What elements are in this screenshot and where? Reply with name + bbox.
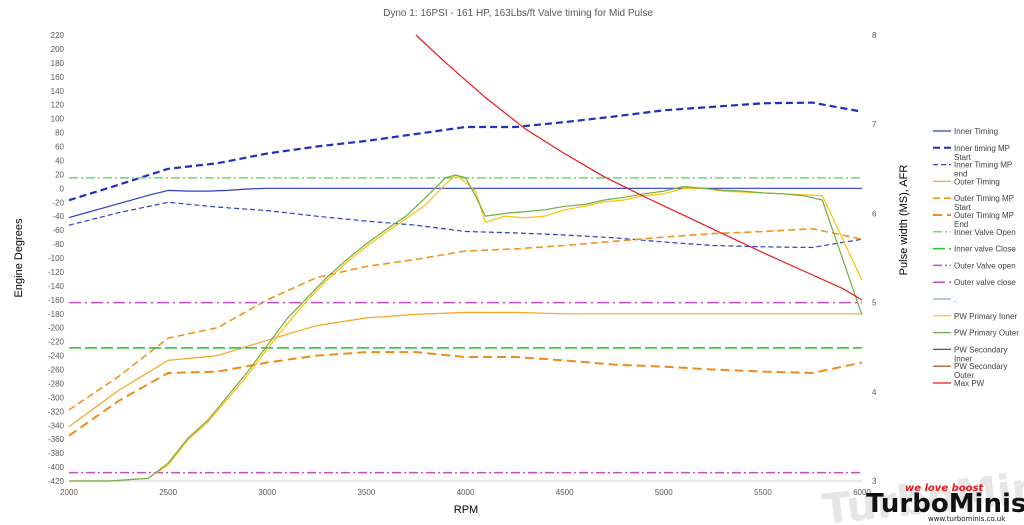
y-tick-label: -420: [48, 477, 65, 486]
y2-tick-label: 7: [872, 120, 877, 129]
y-tick-label: 120: [51, 101, 65, 110]
y-tick-label: 160: [51, 73, 65, 82]
y-tick-label: -300: [48, 393, 65, 402]
legend-label-14: PW Secondary Outer: [954, 362, 1007, 380]
y-tick-label: 20: [55, 170, 64, 179]
y-tick-label: -360: [48, 435, 65, 444]
legend-label-8: Outer Valve open: [954, 261, 1016, 270]
y-tick-label: -400: [48, 463, 65, 472]
series-line-0: [68, 187, 862, 219]
y-tick-label: -180: [48, 310, 65, 319]
y-tick-label: -40: [52, 212, 64, 221]
series-line-4: [68, 227, 863, 411]
y-tick-label: -20: [52, 198, 64, 207]
chart-title: Dyno 1: 16PSI - 161 HP, 163Lbs/ft Valve …: [383, 8, 653, 19]
x-tick-label: 3500: [357, 488, 375, 497]
series-line-5: [68, 351, 863, 437]
logo-url: www.turbominis.co.uk: [928, 515, 1006, 523]
legend-label-9: Outer valve close: [954, 278, 1016, 287]
y-tick-label: 200: [51, 45, 65, 54]
legend-label-11: PW Primary Inner: [954, 312, 1017, 321]
series-line-12: [69, 174, 863, 482]
x-tick-label: 4500: [556, 488, 574, 497]
y-tick-label: -200: [48, 324, 65, 333]
x-tick-label: 2500: [159, 488, 177, 497]
y-tick-label: -100: [48, 254, 65, 263]
y-tick-label: 100: [51, 115, 65, 124]
y2-tick-label: 5: [872, 299, 877, 308]
legend-label-0: Inner Timing: [954, 127, 998, 136]
legend-label-13: PW Secondary Inner: [954, 345, 1007, 363]
legend-label-1: Inner timing MP Start: [954, 144, 1010, 162]
y-tick-label: -220: [48, 338, 65, 347]
logo-brand-text: TurboMinis: [866, 489, 1024, 519]
y-tick-label: -60: [52, 226, 64, 235]
logo-brand-part2: Minis: [949, 489, 1024, 519]
y2-axis-ticks: 8 7 6 5 4 3: [872, 31, 877, 486]
y-tick-label: -240: [48, 352, 65, 361]
y-tick-label: -140: [48, 282, 65, 291]
x-tick-label: 5500: [754, 488, 772, 497]
x-axis-ticks: 2000 2500 3000 3500 4000 4500 5000 5500 6000: [60, 488, 871, 497]
legend-label-5: Outer Timing MP End: [954, 211, 1014, 229]
x-tick-label: 5000: [655, 488, 673, 497]
y2-axis-title: Pulse width (MS), AFR: [898, 165, 910, 276]
y-tick-label: 40: [55, 156, 64, 165]
y-tick-label: -80: [52, 240, 64, 249]
y-tick-label: -120: [48, 268, 65, 277]
y-tick-label: 80: [55, 129, 64, 138]
legend-label-10: .: [954, 295, 956, 304]
legend-label-4: Outer Timing MP Start: [954, 194, 1014, 212]
logo-brand-part1: Turbo: [866, 489, 949, 519]
series-line-15: [415, 34, 863, 301]
legend-label-7: Inner valve Close: [954, 245, 1016, 254]
legend-label-15: Max PW: [954, 379, 985, 388]
legend-label-2: Inner Timing MP end: [954, 161, 1012, 179]
y-tick-label: 60: [55, 143, 64, 152]
y-axis-ticks: 220200180160140120100806040200-20-40-60-…: [48, 31, 65, 486]
y-tick-label: 180: [51, 59, 65, 68]
x-tick-label: 3000: [258, 488, 276, 497]
y-tick-label: -340: [48, 421, 65, 430]
y2-tick-label: 8: [872, 31, 877, 40]
x-tick-label: 2000: [60, 488, 78, 497]
y2-tick-label: 6: [872, 209, 877, 218]
y-tick-label: -280: [48, 379, 65, 388]
legend-label-3: Outer Timing: [954, 177, 1000, 186]
y-tick-label: -260: [48, 366, 65, 375]
y-tick-label: -160: [48, 296, 65, 305]
y-axis-title: Engine Degrees: [13, 218, 25, 297]
series-line-2: [68, 201, 863, 249]
series-line-3: [68, 311, 862, 428]
series-line-11: [69, 174, 863, 482]
turbominis-logo: TurboMinis TurboMinis we love boost www.…: [820, 458, 1024, 525]
y2-tick-label: 4: [872, 388, 877, 397]
y-tick-label: 220: [51, 31, 65, 40]
legend-label-12: PW Primary Outer: [954, 329, 1019, 338]
y-tick-label: -380: [48, 449, 65, 458]
series-line-1: [68, 101, 863, 202]
series-layer: [68, 34, 863, 482]
x-axis-title: RPM: [454, 504, 478, 516]
y-tick-label: -320: [48, 407, 65, 416]
y2-tick-label: 3: [872, 477, 877, 486]
x-tick-label: 6000: [853, 488, 871, 497]
y-tick-label: 140: [51, 87, 65, 96]
legend-label-6: Inner Valve Open: [954, 228, 1016, 237]
x-tick-label: 4000: [457, 488, 475, 497]
logo-tagline: we love boost: [905, 483, 984, 494]
y-tick-label: 0: [60, 184, 65, 193]
